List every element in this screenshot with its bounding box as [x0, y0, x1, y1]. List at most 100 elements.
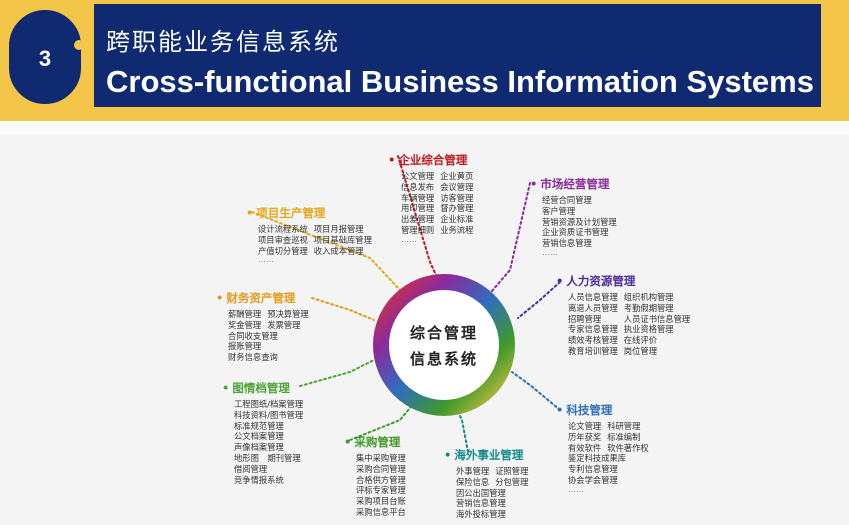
- bullet-dot-icon: •: [388, 153, 396, 167]
- list-item: 企业资质证书管理: [542, 227, 609, 238]
- list-item: 产值切分管理: [258, 245, 308, 256]
- list-item: 科研管理: [607, 421, 641, 431]
- bullet-dot-icon: •: [530, 177, 538, 191]
- list-item: 标准规范管理: [234, 420, 284, 431]
- group-archive: • 图情档管理 工程图纸/档案管理 科技资料/图书管理 标准规范管理 公文档案管理…: [222, 380, 303, 485]
- list-item: 会议管理: [440, 181, 474, 192]
- title-bar: 跨职能业务信息系统 Cross-functional Business Info…: [94, 4, 821, 107]
- list-item: 地形图: [234, 452, 259, 463]
- list-item: 人员证书信息管理: [623, 313, 691, 324]
- list-item: 因公出国管理: [456, 487, 506, 498]
- group-items: 设计流程系统 项目月报管理 项目审查巡视 项目基础库管理 产值切分管理 收入成本…: [258, 224, 372, 256]
- group-title: 海外事业管理: [454, 448, 524, 462]
- group-items: 人员信息管理 组织机构管理 离退人员管理 考勤假期管理 招聘管理 人员证书信息管…: [568, 292, 690, 357]
- group-tech: • 科技管理 论文管理 科研管理 历年获奖 标准编制 有效软件 软件著作权 鉴定科…: [556, 402, 649, 494]
- list-item: 项目基础库管理: [313, 234, 372, 245]
- list-item: 公文档案管理: [234, 431, 284, 442]
- list-item: 薪酬管理: [228, 309, 262, 319]
- list-item: 项目月报管理: [313, 224, 364, 234]
- list-item: 离退人员管理: [568, 302, 618, 313]
- list-item: 在线评价: [623, 335, 657, 346]
- badge-dot-icon: [74, 40, 84, 50]
- list-item: 组织机构管理: [623, 292, 674, 302]
- list-item: 合格供方管理: [356, 474, 406, 485]
- more-ellipsis: ……: [542, 247, 558, 257]
- list-item: 企业黄页: [440, 171, 474, 181]
- group-items: 薪酬管理 预决算管理 奖金管理 发票管理: [228, 309, 309, 331]
- section-number-badge: 3: [6, 7, 84, 107]
- group-market: • 市场经营管理 经营合同管理 客户管理 营销资源及计划管理 企业资质证书管理 营…: [530, 176, 617, 257]
- group-finance: • 财务资产管理 薪酬管理 预决算管理 奖金管理 发票管理 合同收支管理 报账管理…: [216, 290, 309, 363]
- group-items: 工程图纸/档案管理 科技资料/图书管理 标准规范管理 公文档案管理 声像档案管理: [234, 399, 303, 453]
- bullet-dot-icon: •: [556, 403, 564, 417]
- list-item: 海外投标管理: [456, 509, 506, 520]
- list-item: 人员信息管理: [568, 292, 618, 302]
- group-enterprise: • 企业综合管理 公文管理 企业黄页 信息发布 会议管理 车辆管理 访客管理 用印…: [388, 152, 473, 244]
- list-item: 保险信息: [456, 476, 490, 487]
- group-overseas: • 海外事业管理 外事管理 证照管理 保险信息 分包管理 因公出国管理 营销信息管…: [444, 447, 528, 520]
- group-title: 企业综合管理: [398, 153, 468, 167]
- more-ellipsis: ……: [258, 255, 274, 265]
- list-item: 出差管理: [401, 214, 435, 225]
- link-market: [485, 182, 531, 299]
- group-hr: • 人力资源管理 人员信息管理 组织机构管理 离退人员管理 考勤假期管理 招聘管理…: [556, 273, 690, 357]
- link-tech: [511, 371, 561, 411]
- group-items: 经营合同管理 客户管理 营销资源及计划管理 企业资质证书管理 营销信息管理: [542, 195, 617, 249]
- list-item: 软件著作权: [607, 442, 649, 453]
- list-item: 经营合同管理: [542, 195, 592, 205]
- list-item: 评标专家管理: [356, 485, 406, 496]
- bullet-dot-icon: •: [222, 381, 230, 395]
- list-item: 公文管理: [401, 171, 435, 181]
- hub-label-line2: 信息系统: [409, 350, 478, 368]
- list-item: 期刊管理: [267, 452, 301, 463]
- list-item: 教育培训管理: [568, 345, 618, 356]
- group-title: 项目生产管理: [256, 206, 326, 220]
- list-item: 发票管理: [267, 319, 301, 330]
- more-ellipsis: ……: [401, 234, 417, 244]
- group-project: • 项目生产管理 设计流程系统 项目月报管理 项目审查巡视 项目基础库管理 产值切…: [246, 205, 372, 264]
- list-item: 报账管理: [228, 341, 262, 352]
- group-purchase: • 采购管理 集中采购管理 采购合同管理 合格供方管理 评标专家管理 采购项目台账…: [344, 434, 406, 518]
- list-item: 招聘管理: [568, 313, 602, 324]
- hub-ring: [373, 274, 515, 416]
- list-item: 合同收支管理: [228, 330, 278, 341]
- group-title: 人力资源管理: [566, 274, 636, 288]
- list-item: 考勤假期管理: [623, 302, 674, 313]
- link-project: [251, 211, 401, 291]
- list-item: 执业资格管理: [623, 324, 674, 335]
- list-item: 外事管理: [456, 466, 490, 476]
- group-title: 财务资产管理: [226, 291, 296, 305]
- list-item: 信息发布: [401, 181, 435, 192]
- hub-label-line1: 综合管理: [409, 324, 478, 342]
- section-number: 3: [38, 46, 52, 71]
- list-item: 业务流程: [440, 224, 474, 235]
- list-item: 科技资料/图书管理: [234, 409, 304, 420]
- list-item: 证照管理: [495, 466, 529, 476]
- group-items: 论文管理 科研管理 历年获奖 标准编制 有效软件 软件著作权: [568, 421, 649, 453]
- bullet-dot-icon: •: [344, 435, 352, 449]
- group-items: 公文管理 企业黄页 信息发布 会议管理 车辆管理 访客管理 用印管理 督办管理 …: [401, 171, 473, 236]
- list-item: 采购信息平台: [356, 506, 406, 517]
- list-item: 专家信息管理: [568, 324, 618, 335]
- list-item: 采购合同管理: [356, 463, 406, 474]
- list-item: 论文管理: [568, 421, 602, 431]
- list-item: 访客管理: [440, 192, 474, 203]
- list-item: 专利信息管理: [568, 464, 618, 475]
- list-item: 标准编制: [607, 431, 641, 442]
- list-item: 声像档案管理: [234, 442, 284, 453]
- link-finance: [311, 297, 375, 321]
- link-hr: [517, 281, 561, 319]
- list-item: 奖金管理: [228, 319, 262, 330]
- page-title-chinese: 跨职能业务信息系统: [106, 28, 340, 56]
- link-archive: [299, 359, 375, 387]
- list-item: 督办管理: [440, 203, 474, 214]
- list-item: 车辆管理: [401, 192, 435, 203]
- group-title: 图情档管理: [232, 381, 290, 395]
- group-title: 采购管理: [354, 435, 401, 449]
- list-item: 鉴定科技成果库: [568, 453, 627, 464]
- bullet-dot-icon: •: [246, 206, 254, 220]
- list-item: 岗位管理: [623, 345, 657, 356]
- page-title-english: Cross-functional Business Information Sy…: [106, 64, 814, 99]
- list-item: 绩效考核管理: [568, 335, 618, 346]
